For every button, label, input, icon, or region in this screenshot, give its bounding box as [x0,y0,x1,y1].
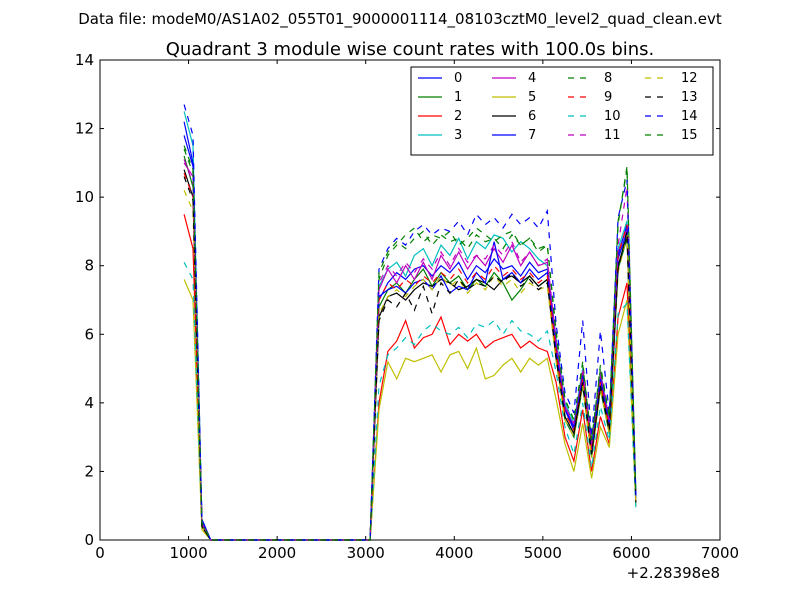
series-group [183,104,637,541]
y-tick-label: 8 [84,257,94,275]
series-line-2 [183,214,637,541]
legend-label-0: 0 [454,71,462,86]
legend-label-13: 13 [681,90,698,105]
y-tick-label: 2 [84,462,94,480]
y-tick-label: 6 [84,325,94,343]
x-tick-label: 4000 [435,544,473,562]
legend-label-15: 15 [681,128,698,143]
x-tick-label: 0 [95,544,105,562]
legend-label-7: 7 [528,128,536,143]
legend-label-10: 10 [604,109,621,124]
plot-frame [99,59,721,541]
y-tick-label: 10 [75,188,94,206]
y-tick-label: 4 [84,394,94,412]
legend-label-1: 1 [454,90,462,105]
x-offset-label: +2.28398e8 [627,564,720,582]
x-tick-label: 6000 [612,544,650,562]
x-tick-label: 7000 [701,544,739,562]
legend-label-8: 8 [604,71,612,86]
series-line-9 [183,172,637,541]
legend-label-5: 5 [528,90,536,105]
series-line-7 [183,121,637,541]
x-tick-label: 5000 [524,544,562,562]
legend-label-2: 2 [454,109,462,124]
series-line-3 [183,111,637,541]
figure-suptitle: Data file: modeM0/AS1A02_055T01_90000011… [78,10,722,29]
series-line-4 [183,162,637,541]
legend-box [410,66,714,156]
x-tick-label: 3000 [347,544,385,562]
series-line-14 [183,104,637,541]
series-line-1 [183,155,637,541]
series-line-0 [183,135,637,541]
legend-label-6: 6 [528,109,536,124]
x-tick-label: 1000 [169,544,207,562]
series-line-8 [183,145,637,541]
y-tick-label: 12 [75,120,94,138]
series-line-11 [183,159,637,541]
legend-label-11: 11 [604,128,621,143]
series-line-15 [183,148,637,541]
legend-label-4: 4 [528,71,536,86]
series-line-13 [183,176,637,541]
series-line-10 [183,262,637,541]
series-line-6 [183,169,637,541]
y-tick-label: 14 [75,51,94,69]
x-tick-label: 2000 [258,544,296,562]
legend-label-12: 12 [681,71,698,86]
y-tick-label: 0 [84,531,94,549]
chart-title: Quadrant 3 module wise count rates with … [166,39,655,60]
legend-label-3: 3 [454,128,462,143]
legend-label-14: 14 [681,109,698,124]
legend-label-9: 9 [604,90,612,105]
